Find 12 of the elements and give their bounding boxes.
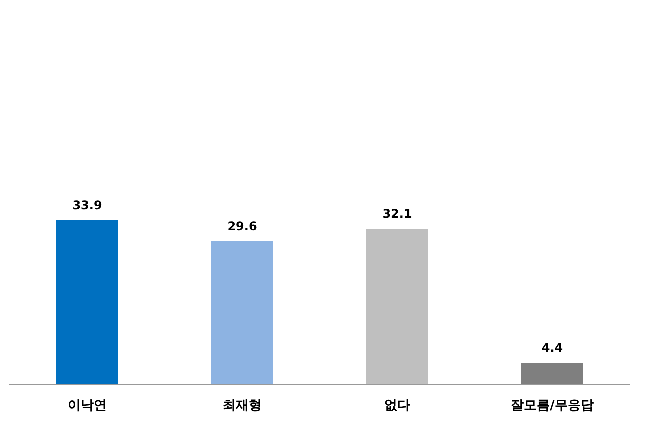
- bar: [522, 363, 584, 384]
- data-label: 29.6: [228, 219, 258, 234]
- x-tick-label: 이낙연: [68, 398, 107, 414]
- data-label: 33.9: [72, 198, 102, 212]
- data-label: 4.4: [542, 341, 564, 356]
- data-label: 32.1: [382, 207, 412, 222]
- x-tick-label: 없다: [384, 398, 410, 414]
- x-tick-label: 최재형: [223, 398, 262, 414]
- bar: [212, 241, 274, 384]
- x-tick-label: 잘모름/무응답: [511, 398, 594, 414]
- bar: [56, 220, 118, 384]
- bar: [366, 229, 428, 384]
